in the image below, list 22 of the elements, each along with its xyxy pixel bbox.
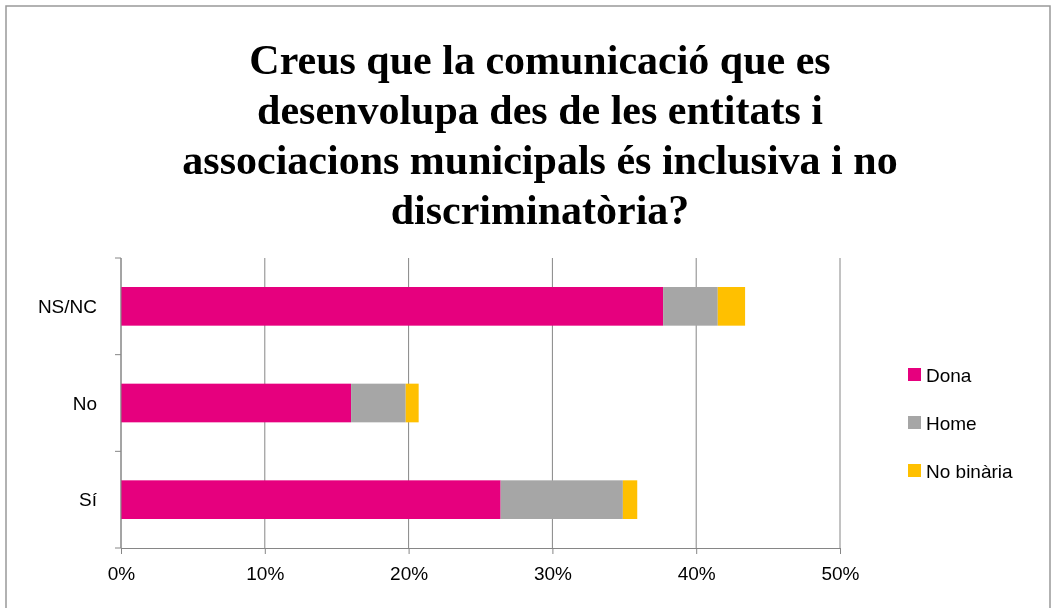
bar <box>121 480 501 519</box>
bar <box>717 287 746 326</box>
bar <box>121 287 664 326</box>
bar <box>622 480 638 519</box>
y-tick-label: Sí <box>79 489 98 511</box>
x-tick-label: 30% <box>533 562 573 584</box>
legend-label: Dona <box>926 364 972 386</box>
y-tick-label: NS/NC <box>37 295 97 317</box>
legend-label: Home <box>926 412 977 434</box>
chart-title: Creus que la comunicació que es desenvolupa des de les entitats i associacions municipals és inclusiva i no discriminatòria? <box>182 37 898 233</box>
x-tick-label: 50% <box>821 562 860 584</box>
bar <box>500 480 623 519</box>
bar <box>351 383 406 423</box>
x-tick-label: 10% <box>246 562 285 584</box>
x-tick-label: 20% <box>390 562 429 584</box>
bar <box>121 383 352 423</box>
bar <box>405 383 419 423</box>
x-tick-label: 40% <box>677 562 716 584</box>
y-tick-label: No <box>72 392 97 414</box>
bar <box>663 287 718 326</box>
legend-label: No binària <box>926 460 1014 482</box>
x-tick-label: 0% <box>107 562 136 584</box>
